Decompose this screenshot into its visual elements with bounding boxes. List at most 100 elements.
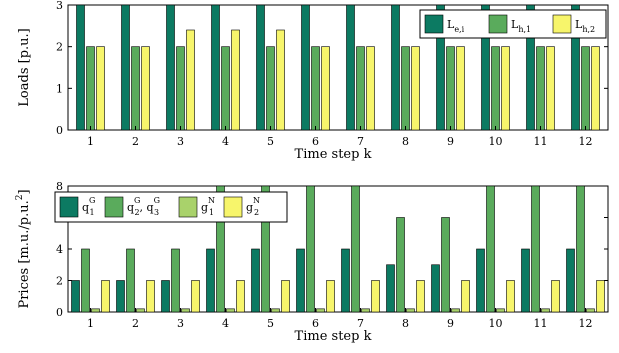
bar-mid_green-1 (86, 46, 95, 131)
bar-mid_green-2 (126, 248, 135, 313)
bar-dark_green-6 (296, 248, 305, 313)
legend-sub: 1 (89, 208, 94, 217)
bar-mid_green-9 (446, 46, 455, 131)
legend-swatch-mid_green (104, 196, 124, 218)
legend-symbol: q (82, 201, 89, 214)
bar-light_green-10 (496, 308, 505, 313)
y-tick-label: 1 (56, 82, 63, 95)
x-tick-label: 1 (87, 317, 94, 330)
bar-dark_green-2 (121, 4, 130, 131)
y-axis-label: Prices [m.u./p.u.2] (15, 189, 32, 308)
bar-yellow-8 (411, 46, 420, 131)
bar-yellow-5 (276, 29, 285, 131)
legend-sub: h,2 (582, 25, 595, 34)
legend-entry: gN 2 (246, 196, 260, 217)
bar-light_green-4 (226, 308, 235, 313)
bar-yellow-7 (371, 280, 380, 313)
legend-sub: e,i (454, 25, 464, 34)
x-tick-label: 5 (267, 135, 274, 148)
x-tick-label: 12 (579, 135, 593, 148)
y-tick-label: 0 (56, 306, 63, 319)
bar-dark_green-11 (521, 248, 530, 313)
bar-dark_green-7 (341, 248, 350, 313)
bar-yellow-1 (96, 46, 105, 131)
x-tick-label: 7 (357, 135, 364, 148)
legend-swatch-yellow (223, 196, 243, 218)
legend-sup: G (134, 196, 140, 205)
x-tick-label: 5 (267, 317, 274, 330)
x-tick-label: 3 (177, 317, 184, 330)
legend-sup: N (253, 196, 260, 205)
bar-dark_green-10 (481, 4, 490, 131)
x-tick-label: 2 (132, 135, 139, 148)
y-axis-label-text: Prices [m.u./p.u. (17, 200, 32, 308)
bar-yellow-6 (321, 46, 330, 131)
bar-dark_green-9 (431, 264, 440, 313)
bar-dark_green-7 (346, 4, 355, 131)
y-tick-label: 3 (56, 0, 63, 12)
y-tick-label: 2 (56, 41, 63, 54)
bar-mid_green-3 (171, 248, 180, 313)
bar-yellow-4 (231, 29, 240, 131)
bar-light_green-1 (91, 308, 100, 313)
bar-dark_green-11 (526, 4, 535, 131)
bar-dark_green-12 (571, 4, 580, 131)
bar-yellow-9 (461, 280, 470, 313)
bar-mid_green-5 (266, 46, 275, 131)
x-tick-label: 6 (312, 135, 319, 148)
bar-mid_green-1 (81, 248, 90, 313)
legend-sup: G (154, 196, 160, 205)
bar-mid_green-5 (261, 185, 270, 313)
legend-sup: G (89, 196, 95, 205)
bar-mid_green-10 (486, 185, 495, 313)
legend-entry: qG 2, qG 3 (127, 196, 160, 217)
bar-yellow-3 (191, 280, 200, 313)
bar-light_green-11 (541, 308, 550, 313)
legend-symbol: , q (140, 201, 154, 214)
bar-mid_green-11 (536, 46, 545, 131)
legend-sub: 1 (209, 208, 214, 217)
legend-symbol: g (201, 201, 208, 214)
legend-main: L (575, 18, 583, 31)
bar-mid_green-9 (441, 217, 450, 313)
bar-light_green-5 (271, 308, 280, 313)
bar-yellow-11 (551, 280, 560, 313)
bar-yellow-2 (141, 46, 150, 131)
bar-yellow-11 (546, 46, 555, 131)
bar-mid_green-10 (491, 46, 500, 131)
legend-main: L (511, 18, 519, 31)
x-tick-label: 10 (489, 317, 503, 330)
bar-dark_green-2 (116, 280, 125, 313)
bar-yellow-3 (186, 29, 195, 131)
x-tick-label: 4 (222, 135, 229, 148)
bar-mid_green-12 (581, 46, 590, 131)
legend-sub: h,1 (518, 25, 531, 34)
x-tick-label: 7 (357, 317, 364, 330)
bar-mid_green-4 (216, 185, 225, 313)
bar-mid_green-8 (401, 46, 410, 131)
legend-swatch-dark_green (59, 196, 79, 218)
bar-yellow-1 (101, 280, 110, 313)
legend-main: L (447, 18, 455, 31)
legend-swatch-mid_green (488, 14, 508, 34)
legend-symbol: q (127, 201, 134, 214)
legend-entry: Lh,1 (511, 18, 531, 34)
y-tick-label: 0 (56, 124, 63, 137)
bar-mid_green-2 (131, 46, 140, 131)
legend-swatch-dark_green (424, 14, 444, 34)
bar-mid_green-7 (351, 185, 360, 313)
bar-dark_green-3 (166, 4, 175, 131)
bar-yellow-8 (416, 280, 425, 313)
bar-light_green-7 (361, 308, 370, 313)
x-tick-label: 8 (402, 317, 409, 330)
y-axis-label-end: ] (17, 189, 32, 194)
x-tick-label: 6 (312, 317, 319, 330)
bar-mid_green-11 (531, 185, 540, 313)
y-tick-label: 4 (56, 243, 63, 256)
bar-dark_green-9 (436, 4, 445, 131)
bar-dark_green-6 (301, 4, 310, 131)
bar-dark_green-5 (256, 4, 265, 131)
x-tick-label: 11 (534, 317, 548, 330)
